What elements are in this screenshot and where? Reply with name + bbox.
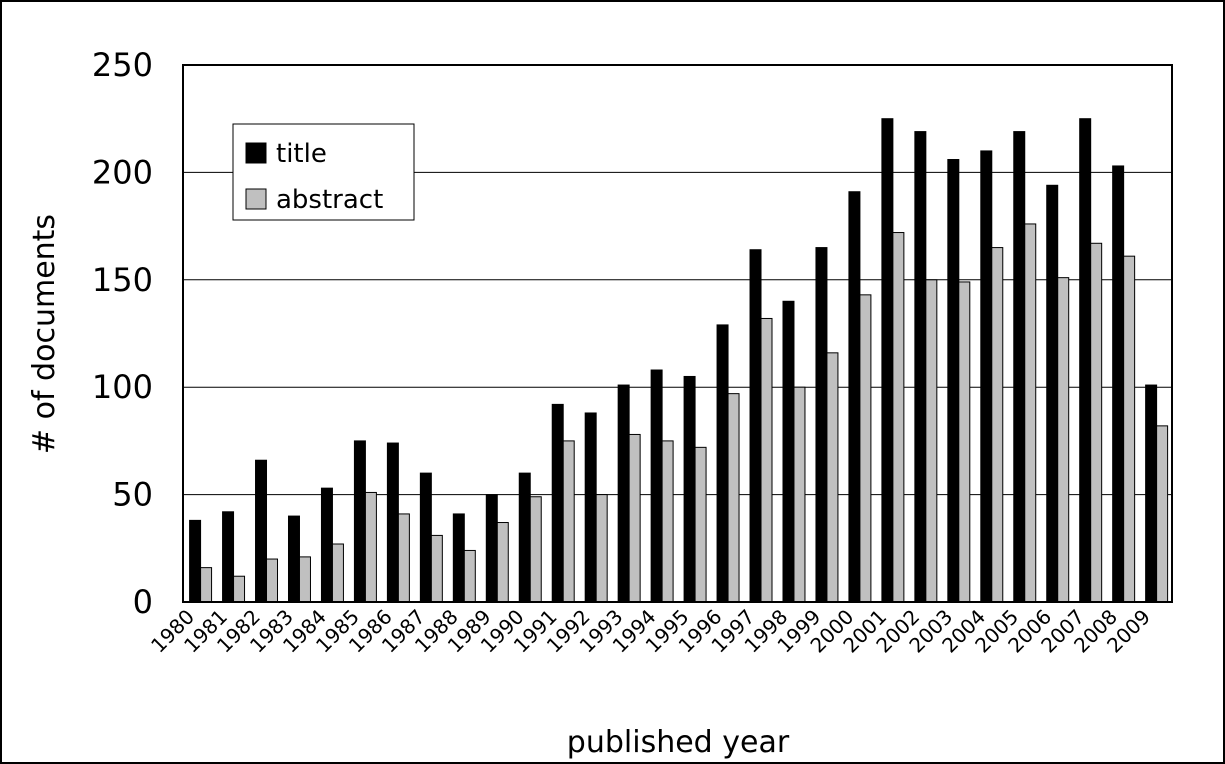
bar bbox=[386, 442, 399, 603]
bar bbox=[320, 487, 333, 603]
bar bbox=[793, 386, 806, 603]
bar bbox=[287, 515, 300, 603]
bar bbox=[496, 522, 509, 603]
bar bbox=[1145, 384, 1158, 603]
bar bbox=[650, 369, 663, 603]
bar bbox=[485, 494, 498, 603]
y-tick-label: 150 bbox=[92, 261, 153, 299]
bar bbox=[1090, 242, 1103, 603]
bar bbox=[859, 294, 872, 603]
bar bbox=[617, 384, 630, 603]
bar bbox=[430, 534, 443, 603]
bar bbox=[364, 491, 377, 603]
bar bbox=[727, 393, 740, 603]
bar bbox=[331, 543, 344, 603]
bar bbox=[222, 511, 235, 603]
bar bbox=[694, 446, 707, 603]
bar bbox=[760, 317, 773, 603]
bar bbox=[463, 549, 476, 603]
bar bbox=[1112, 165, 1125, 603]
bar bbox=[958, 281, 971, 603]
bar bbox=[683, 375, 696, 603]
bar bbox=[1156, 425, 1169, 603]
plot-border bbox=[182, 64, 1173, 603]
bar bbox=[233, 575, 246, 603]
bar bbox=[628, 433, 641, 603]
y-tick-label: 250 bbox=[92, 46, 153, 84]
bar bbox=[716, 324, 729, 603]
bar bbox=[298, 556, 311, 603]
bar bbox=[595, 494, 608, 603]
bar bbox=[881, 118, 894, 603]
y-tick-label: 200 bbox=[92, 153, 153, 191]
bar bbox=[200, 567, 213, 603]
bar bbox=[551, 403, 564, 603]
bar bbox=[815, 247, 828, 603]
bar bbox=[925, 279, 938, 603]
legend-swatch bbox=[245, 188, 267, 210]
bar bbox=[419, 472, 432, 603]
bar bbox=[1079, 118, 1092, 603]
bar bbox=[782, 300, 795, 603]
bar bbox=[189, 519, 202, 603]
bar bbox=[749, 249, 762, 603]
legend-swatch bbox=[245, 142, 267, 164]
bar bbox=[584, 412, 597, 603]
bar bbox=[892, 232, 905, 603]
bar bbox=[518, 472, 531, 603]
bar bbox=[397, 513, 410, 603]
bar bbox=[562, 440, 575, 603]
bar bbox=[1123, 255, 1136, 603]
bar bbox=[353, 440, 366, 603]
bar bbox=[1046, 184, 1059, 603]
bar bbox=[661, 440, 674, 603]
bar bbox=[947, 159, 960, 603]
legend-label: title bbox=[276, 139, 327, 169]
bar bbox=[1013, 131, 1026, 603]
bar bbox=[1057, 277, 1070, 603]
bar bbox=[255, 459, 268, 603]
y-axis-label: # of documents bbox=[27, 214, 62, 454]
legend-label: abstract bbox=[276, 185, 383, 215]
y-tick-label: 100 bbox=[92, 368, 153, 406]
bar bbox=[914, 131, 927, 603]
bar bbox=[848, 191, 861, 603]
bar bbox=[452, 513, 465, 603]
bar bbox=[1024, 223, 1037, 603]
bar bbox=[980, 150, 993, 603]
bar bbox=[991, 247, 1004, 603]
bar bbox=[826, 352, 839, 603]
bar bbox=[529, 496, 542, 603]
y-tick-label: 0 bbox=[133, 583, 153, 621]
x-axis-label: published year bbox=[567, 725, 790, 760]
bar bbox=[266, 558, 279, 603]
y-tick-label: 50 bbox=[112, 476, 153, 514]
